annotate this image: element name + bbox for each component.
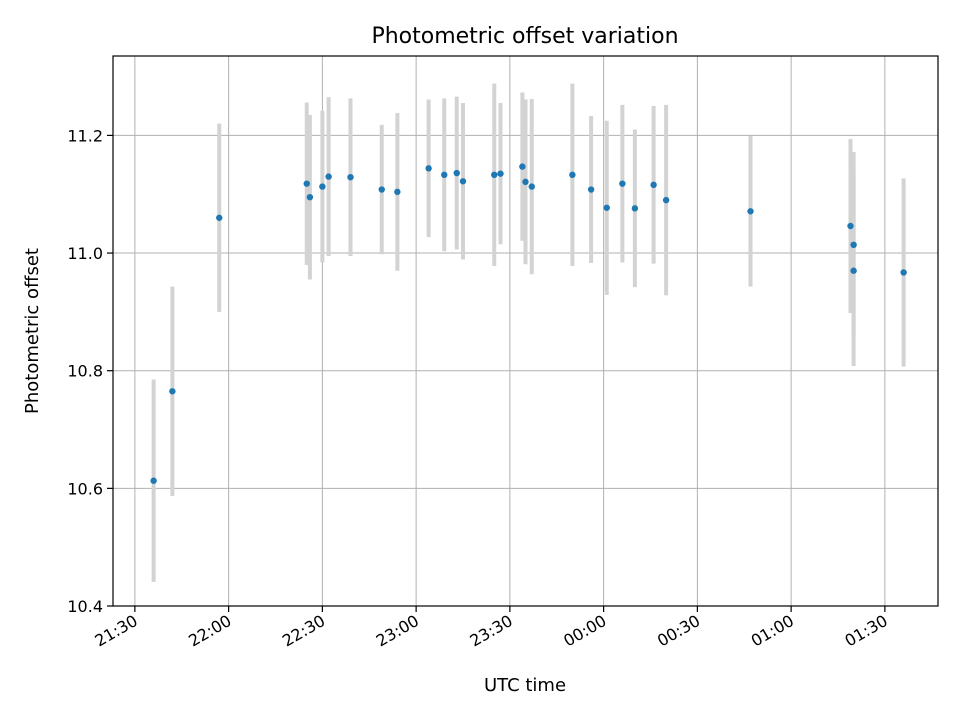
data-point	[850, 267, 857, 274]
data-point	[662, 196, 670, 204]
chart-title: Photometric offset variation	[371, 24, 678, 49]
data-point	[631, 205, 639, 212]
data-point	[619, 180, 626, 187]
data-point	[325, 173, 332, 180]
data-point	[900, 269, 907, 276]
data-point	[650, 181, 657, 189]
data-point	[497, 170, 504, 177]
data-point	[587, 186, 595, 193]
y-tick-label: 10.4	[67, 597, 103, 616]
data-point	[378, 186, 385, 193]
data-point	[425, 165, 432, 172]
y-tick-label: 11.0	[67, 244, 103, 263]
data-point	[519, 163, 526, 170]
data-point	[347, 173, 354, 181]
data-point	[747, 208, 754, 215]
x-axis-label: UTC time	[484, 675, 566, 696]
data-point	[319, 183, 326, 190]
data-point	[459, 178, 467, 185]
data-point	[394, 188, 401, 196]
data-point	[847, 222, 854, 230]
y-axis-label: Photometric offset	[22, 248, 43, 414]
plot-frame	[112, 55, 939, 607]
data-point	[850, 241, 857, 249]
data-point	[569, 171, 576, 179]
data-points	[150, 163, 907, 484]
data-point	[441, 171, 448, 179]
data-point	[528, 183, 535, 190]
data-point	[522, 178, 529, 186]
data-point	[303, 180, 310, 187]
data-point	[150, 477, 157, 484]
data-point	[491, 171, 498, 179]
data-point	[603, 204, 610, 211]
data-point	[306, 193, 314, 201]
data-point	[453, 169, 460, 177]
y-tick-label: 10.8	[67, 362, 103, 381]
data-point	[169, 388, 176, 395]
y-tick-label: 10.6	[67, 479, 103, 498]
y-tick-label: 11.2	[67, 126, 103, 145]
data-point	[216, 214, 223, 221]
